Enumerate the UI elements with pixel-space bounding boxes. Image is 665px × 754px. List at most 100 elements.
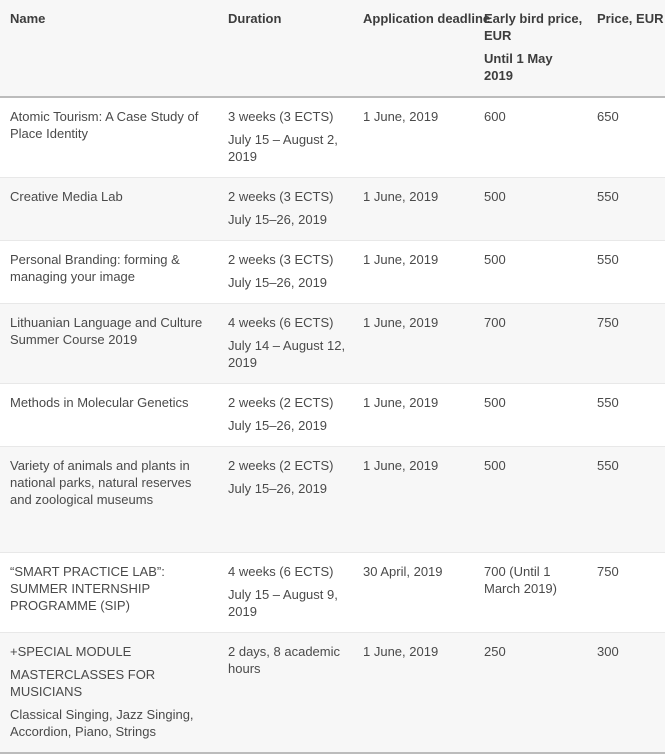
cell-early_bird: 700: [474, 303, 587, 384]
table-row: Atomic Tourism: A Case Study of Place Id…: [0, 97, 665, 178]
header-label: Duration: [228, 11, 282, 26]
cell-deadline: 1 June, 2019: [353, 632, 474, 753]
cell-deadline: 30 April, 2019: [353, 552, 474, 633]
column-header-deadline: Application deadline: [353, 0, 491, 98]
table-body: Atomic Tourism: A Case Study of Place Id…: [0, 97, 665, 753]
cell-early_bird: 500: [474, 240, 587, 304]
cell-text: 750: [597, 564, 619, 579]
cell-text: 1 June, 2019: [363, 644, 439, 659]
column-header-price: Price, EUR: [587, 0, 665, 98]
cell-name: +SPECIAL MODULE MASTERCLASSES FOR MUSICIA…: [0, 632, 218, 753]
cell-text: 550: [597, 252, 619, 267]
cell-deadline: 1 June, 2019: [353, 383, 474, 447]
table-row: Lithuanian Language and Culture Summer C…: [0, 303, 665, 384]
cell-text: July 14 – August 12, 2019: [228, 338, 346, 370]
cell-text: MASTERCLASSES FOR MUSICIANS: [10, 667, 156, 699]
cell-text: 550: [597, 189, 619, 204]
cell-text: 30 April, 2019: [363, 564, 443, 579]
cell-text: 500: [484, 189, 506, 204]
cell-text: July 15–26, 2019: [228, 212, 328, 227]
cell-text: Methods in Molecular Genetics: [10, 395, 189, 410]
table-row: Variety of animals and plants in nationa…: [0, 446, 665, 553]
cell-deadline: 1 June, 2019: [353, 97, 474, 178]
cell-text: Variety of animals and plants in nationa…: [10, 458, 192, 507]
table-row: Creative Media Lab 2 weeks (3 ECTS) July 1…: [0, 177, 665, 241]
cell-text: 3 weeks (3 ECTS): [228, 109, 334, 124]
cell-duration: 3 weeks (3 ECTS) July 15 – August 2, 2019: [218, 97, 353, 178]
cell-text: 1 June, 2019: [363, 395, 439, 410]
cell-duration: 2 days, 8 academic hours: [218, 632, 353, 753]
cell-duration: 2 weeks (3 ECTS) July 15–26, 2019: [218, 240, 353, 304]
header-label: Application deadline: [363, 11, 491, 26]
cell-text: Atomic Tourism: A Case Study of Place Id…: [10, 109, 199, 141]
cell-text: 650: [597, 109, 619, 124]
cell-text: 550: [597, 458, 619, 473]
cell-deadline: 1 June, 2019: [353, 240, 474, 304]
column-header-duration: Duration: [218, 0, 353, 98]
cell-name: Atomic Tourism: A Case Study of Place Id…: [0, 97, 218, 178]
cell-text: 2 weeks (3 ECTS): [228, 252, 334, 267]
cell-duration: 2 weeks (2 ECTS) July 15–26, 2019: [218, 383, 353, 447]
cell-early_bird: 500: [474, 177, 587, 241]
cell-text: 500: [484, 458, 506, 473]
cell-text: 1 June, 2019: [363, 109, 439, 124]
cell-price: 550: [587, 446, 665, 553]
header-label: Price, EUR: [597, 11, 664, 26]
cell-deadline: 1 June, 2019: [353, 446, 474, 553]
header-label: Early bird price, EUR: [484, 11, 583, 43]
cell-name: Personal Branding: forming & managing yo…: [0, 240, 218, 304]
cell-text: 2 weeks (2 ECTS): [228, 458, 334, 473]
cell-early_bird: 500: [474, 446, 587, 553]
cell-early_bird: 600: [474, 97, 587, 178]
cell-text: 2 days, 8 academic hours: [228, 644, 341, 676]
table-row: Methods in Molecular Genetics 2 weeks (2 …: [0, 383, 665, 447]
cell-early_bird: 250: [474, 632, 587, 753]
cell-name: Creative Media Lab: [0, 177, 218, 241]
cell-duration: 4 weeks (6 ECTS) July 14 – August 12, 201…: [218, 303, 353, 384]
cell-text: 300: [597, 644, 619, 659]
cell-early_bird: 500: [474, 383, 587, 447]
cell-text: July 15 – August 9, 2019: [228, 587, 338, 619]
cell-text: 500: [484, 252, 506, 267]
cell-text: Personal Branding: forming & managing yo…: [10, 252, 180, 284]
cell-text: 550: [597, 395, 619, 410]
cell-text: 2 weeks (3 ECTS): [228, 189, 334, 204]
cell-duration: 2 weeks (3 ECTS) July 15–26, 2019: [218, 177, 353, 241]
cell-text: 4 weeks (6 ECTS): [228, 315, 334, 330]
cell-price: 750: [587, 303, 665, 384]
column-header-early_bird: Early bird price, EUR Until 1 May 2019: [474, 0, 587, 98]
cell-name: Variety of animals and plants in nationa…: [0, 446, 218, 553]
cell-text: 750: [597, 315, 619, 330]
table-row: +SPECIAL MODULE MASTERCLASSES FOR MUSICIA…: [0, 632, 665, 753]
cell-text: 700: [484, 315, 506, 330]
header-label: Name: [10, 11, 46, 26]
cell-deadline: 1 June, 2019: [353, 177, 474, 241]
cell-text: 1 June, 2019: [363, 315, 439, 330]
cell-text: 2 weeks (2 ECTS): [228, 395, 334, 410]
cell-text: 1 June, 2019: [363, 252, 439, 267]
cell-text: “SMART PRACTICE LAB”: SUMMER INTERNSHIP …: [10, 564, 165, 613]
cell-text: July 15 – August 2, 2019: [228, 132, 338, 164]
cell-price: 300: [587, 632, 665, 753]
cell-text: 700 (Until 1 March 2019): [484, 564, 557, 596]
cell-name: Methods in Molecular Genetics: [0, 383, 218, 447]
cell-text: Lithuanian Language and Culture Summer C…: [10, 315, 203, 347]
cell-text: 500: [484, 395, 506, 410]
cell-deadline: 1 June, 2019: [353, 303, 474, 384]
cell-text: July 15–26, 2019: [228, 275, 328, 290]
cell-text: 1 June, 2019: [363, 189, 439, 204]
cell-text: 600: [484, 109, 506, 124]
table-row: “SMART PRACTICE LAB”: SUMMER INTERNSHIP …: [0, 552, 665, 633]
cell-name: “SMART PRACTICE LAB”: SUMMER INTERNSHIP …: [0, 552, 218, 633]
cell-text: July 15–26, 2019: [228, 418, 328, 433]
table-row: Personal Branding: forming & managing yo…: [0, 240, 665, 304]
cell-price: 550: [587, 177, 665, 241]
cell-text: Classical Singing, Jazz Singing, Accordi…: [10, 707, 194, 739]
cell-text: Creative Media Lab: [10, 189, 123, 204]
cell-text: 250: [484, 644, 506, 659]
header-label: Until 1 May 2019: [484, 51, 553, 83]
column-header-name: Name: [0, 0, 218, 98]
cell-text: July 15–26, 2019: [228, 481, 328, 496]
